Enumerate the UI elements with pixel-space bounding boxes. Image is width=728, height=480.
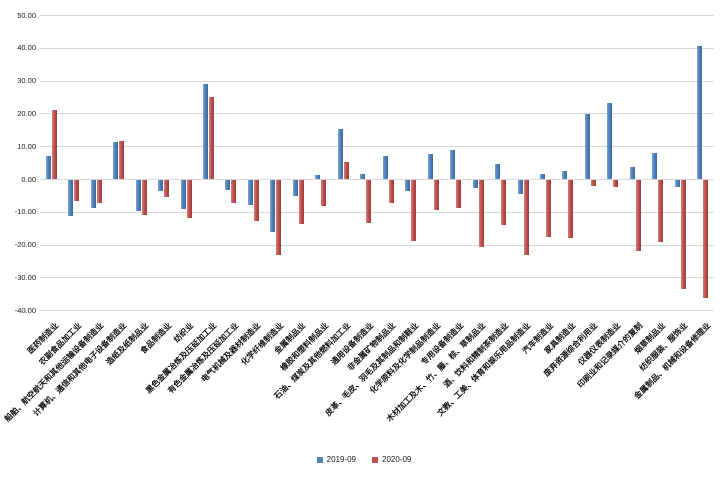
bar-2020-09-食品制造业 bbox=[164, 180, 170, 198]
bar-2019-09-仪器仪表制造业 bbox=[607, 103, 613, 179]
bar-2020-09-烟草制品业 bbox=[658, 180, 664, 242]
gridline-50 bbox=[40, 15, 714, 16]
bar-2020-09-造纸及纸制品业 bbox=[141, 180, 147, 216]
bar-2020-09-酒、饮料和精制茶制造业 bbox=[501, 180, 507, 226]
bar-2019-09-化学原料及化学制品制造业 bbox=[427, 153, 433, 179]
y-tick-label: 20.00 bbox=[17, 108, 36, 118]
bar-2019-09-石油、煤炭及其他燃料加工业 bbox=[337, 129, 343, 179]
y-tick-label: 40.00 bbox=[17, 43, 36, 53]
gridline--40 bbox=[40, 310, 714, 312]
y-tick-label: -10.00 bbox=[14, 207, 36, 217]
gridline-30 bbox=[40, 80, 714, 82]
gridline-0 bbox=[40, 179, 714, 180]
bar-2020-09-黑色金属冶炼及压延加工业 bbox=[209, 97, 214, 179]
bar-2019-09-金属制品、机械和设备修理业 bbox=[697, 46, 703, 179]
bar-2019-09-纺织业 bbox=[180, 180, 186, 209]
bar-2020-09-通用设备制造业 bbox=[366, 180, 372, 223]
y-tick-label: -40.00 bbox=[14, 305, 36, 315]
gridline--10 bbox=[40, 211, 714, 213]
bar-2019-09-专用设备制造业 bbox=[450, 149, 456, 179]
bar-2020-09-家具制造业 bbox=[568, 180, 574, 238]
bar-2019-09-文教、工美、体育和娱乐用品制造业 bbox=[517, 180, 523, 195]
bar-2020-09-汽车制造业 bbox=[546, 180, 551, 238]
y-tick-label: 50.00 bbox=[17, 10, 36, 20]
bar-2019-09-医药制造业 bbox=[45, 156, 51, 179]
bar-2019-09-汽车制造业 bbox=[540, 174, 545, 179]
bar-2019-09-食品制造业 bbox=[158, 180, 164, 192]
bar-2019-09-家具制造业 bbox=[562, 171, 568, 179]
bar-2020-09-医药制造业 bbox=[51, 110, 57, 179]
bar-2020-09-金属制品、机械和设备修理业 bbox=[703, 180, 709, 299]
bar-2020-09-专用设备制造业 bbox=[456, 180, 462, 208]
bar-2019-09-船舶、航空航天和其他运输设备制造业 bbox=[90, 180, 96, 209]
gridline--20 bbox=[40, 244, 714, 246]
bar-2019-09-废弃资源综合利用业 bbox=[584, 114, 590, 179]
bar-2020-09-化学原料及化学制品制造业 bbox=[433, 180, 439, 211]
bar-2019-09-橡胶和塑料制品业 bbox=[315, 174, 321, 179]
bar-2020-09-木材加工及木、竹、藤、棕、草制品业 bbox=[478, 180, 484, 247]
legend-item-2020-09: 2020-09 bbox=[372, 455, 411, 464]
bar-2020-09-纺织服装、服饰业 bbox=[680, 180, 686, 290]
bar-2019-09-金属制品业 bbox=[292, 180, 298, 197]
bar-2019-09-造纸及纸制品业 bbox=[135, 180, 141, 211]
legend: 2019-09 2020-09 bbox=[0, 455, 728, 464]
bar-2020-09-有色金属冶炼及压延加工业 bbox=[231, 180, 237, 203]
legend-swatch-2020-09 bbox=[372, 456, 378, 463]
bar-2019-09-通用设备制造业 bbox=[360, 174, 366, 179]
bar-2020-09-电气机械及器材制造业 bbox=[253, 180, 259, 222]
bar-2019-09-电气机械及器材制造业 bbox=[247, 180, 253, 206]
bar-2019-09-木材加工及木、竹、藤、棕、草制品业 bbox=[472, 180, 478, 188]
y-tick-label: -30.00 bbox=[14, 272, 36, 282]
bar-2020-09-印刷业和记录媒介的复制 bbox=[635, 180, 641, 252]
bar-2019-09-纺织服装、服饰业 bbox=[674, 180, 680, 187]
bar-2019-09-计算机、通信和其他电子设备制造业 bbox=[113, 142, 119, 179]
bar-2020-09-非金属矿物制品业 bbox=[388, 180, 394, 203]
bar-2020-09-计算机、通信和其他电子设备制造业 bbox=[119, 140, 125, 179]
bar-2019-09-非金属矿物制品业 bbox=[382, 156, 388, 179]
bar-2020-09-皮革、毛皮、羽毛及其制品和制鞋业 bbox=[411, 180, 417, 241]
legend-item-2019-09: 2019-09 bbox=[316, 455, 356, 464]
bar-2020-09-船舶、航空航天和其他运输设备制造业 bbox=[96, 180, 102, 204]
gridline--30 bbox=[40, 277, 714, 279]
bar-2020-09-纺织业 bbox=[186, 180, 192, 218]
bar-2020-09-废弃资源综合利用业 bbox=[590, 180, 596, 186]
bar-2019-09-黑色金属冶炼及压延加工业 bbox=[203, 83, 208, 179]
y-tick-label: 30.00 bbox=[17, 76, 36, 86]
y-tick-label: 10.00 bbox=[17, 141, 36, 151]
bar-2020-09-化学纤维制造业 bbox=[276, 180, 282, 255]
bar-2019-09-农副食品加工业 bbox=[68, 180, 74, 217]
legend-label-2020-09: 2020-09 bbox=[382, 455, 412, 464]
bar-2019-09-皮革、毛皮、羽毛及其制品和制鞋业 bbox=[405, 180, 411, 191]
bar-2019-09-酒、饮料和精制茶制造业 bbox=[495, 164, 501, 179]
bar-2020-09-仪器仪表制造业 bbox=[613, 180, 619, 188]
y-tick-label: 0.00 bbox=[21, 174, 36, 184]
bar-2020-09-橡胶和塑料制品业 bbox=[321, 180, 327, 207]
bar-2020-09-金属制品业 bbox=[298, 180, 304, 225]
gridline-20 bbox=[40, 113, 714, 115]
bar-2020-09-农副食品加工业 bbox=[74, 180, 80, 202]
bar-2019-09-有色金属冶炼及压延加工业 bbox=[225, 180, 231, 191]
bar-2019-09-化学纤维制造业 bbox=[270, 180, 276, 233]
y-tick-label: -20.00 bbox=[14, 240, 36, 250]
bar-2019-09-印刷业和记录媒介的复制 bbox=[629, 166, 635, 179]
bar-2020-09-文教、工美、体育和娱乐用品制造业 bbox=[523, 180, 529, 256]
legend-swatch-2019-09 bbox=[316, 456, 323, 463]
legend-label-2019-09: 2019-09 bbox=[326, 455, 356, 464]
gridline-40 bbox=[40, 47, 714, 49]
gridline-10 bbox=[40, 146, 714, 148]
bar-2019-09-烟草制品业 bbox=[652, 153, 658, 179]
bar-2020-09-石油、煤炭及其他燃料加工业 bbox=[343, 161, 349, 179]
